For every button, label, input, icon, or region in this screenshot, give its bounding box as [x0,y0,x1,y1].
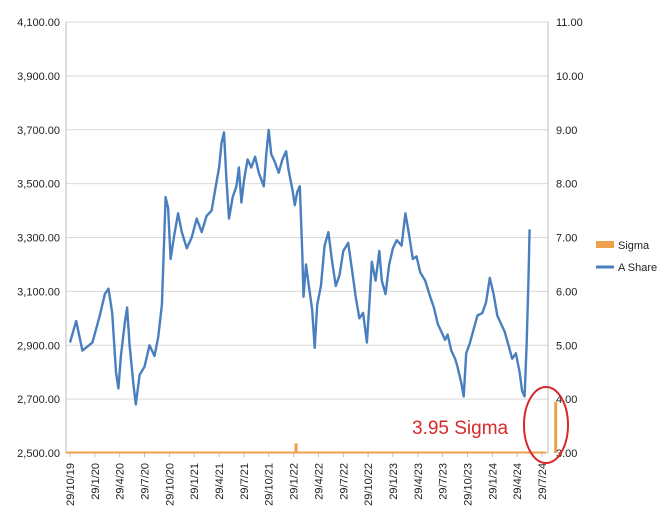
legend: Sigma A Share [596,240,657,274]
y-right-tick-label: 10.00 [556,71,584,83]
y-left-tick-label: 3,300.00 [17,233,60,245]
x-tick-label: 29/7/21 [239,463,251,500]
x-tick-label: 29/1/20 [90,463,102,500]
x-tick-label: 29/1/23 [388,463,400,500]
x-tick-labels: 29/10/19 29/1/20 29/4/20 29/7/20 29/10/20 29/… [65,463,549,506]
x-tick-label: 29/7/22 [338,463,350,500]
x-tick-label: 29/1/22 [289,463,301,500]
sigma-bars [66,401,558,454]
legend-label-sigma: Sigma [618,240,650,252]
legend-label-a-share: A Share [618,262,657,274]
x-tick-label: 29/4/22 [313,463,325,500]
x-tick-label: 29/4/21 [214,463,226,500]
y-left-tick-label: 2,900.00 [17,340,60,352]
annotation-sigma: 3.95 Sigma [412,386,569,464]
sigma-bar [554,401,558,453]
x-tick-label: 29/10/19 [65,463,77,506]
x-tick-label: 29/4/24 [512,463,524,500]
y-left-tick-label: 3,900.00 [17,71,60,83]
x-tick-label: 29/1/24 [487,463,499,500]
y-right-tick-label: 7.00 [556,233,577,245]
a-share-series-line [68,128,531,406]
x-tick-label: 29/10/20 [164,463,176,506]
gridlines [66,21,548,454]
y-left-tick-label: 2,700.00 [17,394,60,406]
sigma-bar [294,443,298,453]
y-right-tick-label: 11.00 [556,17,583,29]
x-tick-label: 29/4/23 [413,463,425,500]
y-left-tick-label: 2,500.00 [17,448,60,460]
y-right-tick-label: 5.00 [556,340,577,352]
y-right-tick-label: 8.00 [556,179,577,191]
y-left-tick-labels: 2,500.00 2,700.00 2,900.00 3,100.00 3,300.00… [17,17,60,460]
annotation-text: 3.95 Sigma [412,418,509,439]
annotation-circle [523,386,569,464]
x-tick-label: 29/7/24 [537,463,549,500]
y-left-tick-label: 3,700.00 [17,125,60,137]
x-tick-label: 29/10/21 [264,463,276,506]
x-tick-label: 29/10/22 [363,463,375,506]
x-tick-label: 29/4/20 [115,463,127,500]
x-tick-label: 29/10/23 [462,463,474,506]
y-left-tick-label: 3,100.00 [17,286,60,298]
a-share-line [68,128,531,406]
x-tick-label: 29/7/20 [140,463,152,500]
y-left-tick-label: 3,500.00 [17,179,60,191]
legend-swatch-sigma [596,241,614,248]
x-tick-label: 29/7/23 [438,463,450,500]
y-left-tick-label: 4,100.00 [17,17,60,29]
y-right-tick-label: 6.00 [556,286,577,298]
y-right-tick-label: 9.00 [556,125,577,137]
sigma-bar [68,451,72,453]
x-tick-label: 29/1/21 [189,463,201,500]
